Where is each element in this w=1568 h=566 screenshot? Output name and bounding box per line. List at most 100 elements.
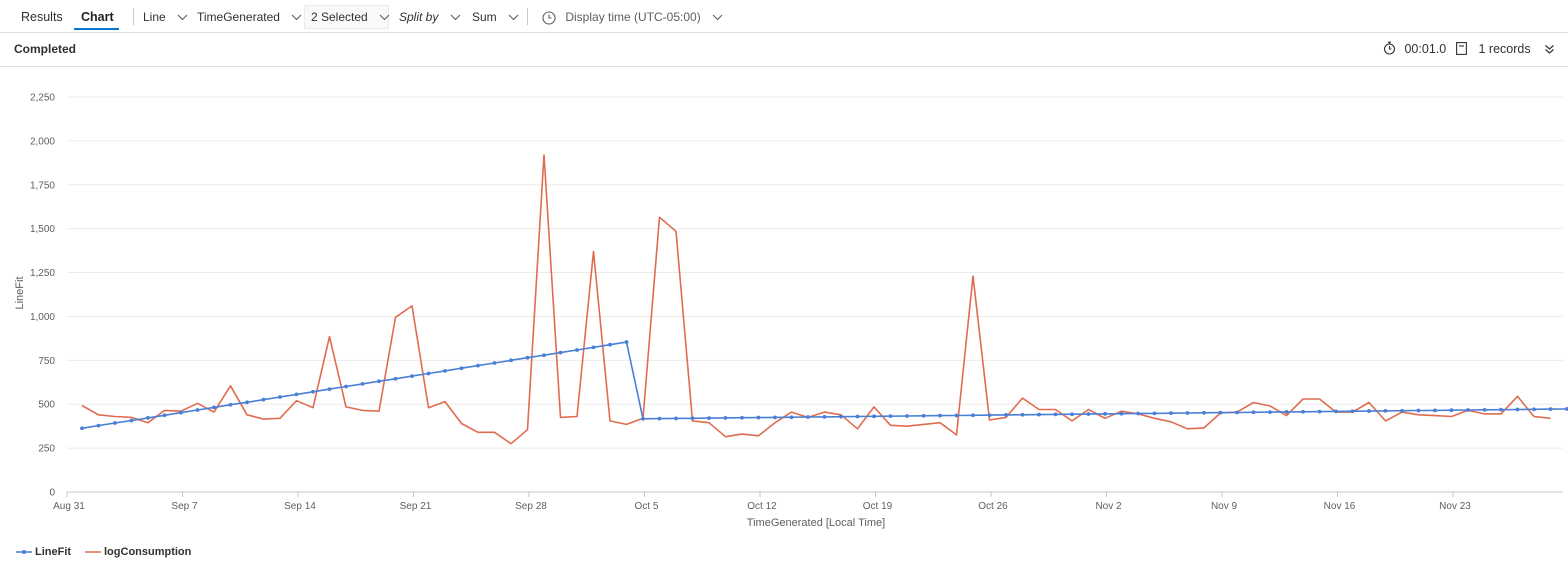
data-point-linefit — [1235, 410, 1239, 415]
tab-chart[interactable]: Chart — [81, 10, 114, 24]
legend-swatch-logconsumption — [85, 551, 101, 553]
data-point-linefit — [608, 342, 612, 347]
y-tick-label: 500 — [38, 400, 55, 411]
data-point-linefit — [129, 418, 134, 423]
tab-results[interactable]: Results — [21, 10, 63, 24]
display-time-dropdown[interactable]: Display time (UTC-05:00) — [542, 0, 723, 32]
aggregation-value: Sum — [472, 10, 497, 24]
duration-value: 00:01.0 — [1404, 42, 1447, 56]
x-column-value: TimeGenerated — [197, 10, 280, 24]
data-point-linefit — [789, 415, 794, 420]
data-point-linefit — [1169, 411, 1173, 416]
data-point-linefit — [740, 415, 744, 420]
data-point-linefit — [542, 353, 546, 358]
query-status: Completed — [14, 42, 77, 56]
data-point-linefit — [1350, 409, 1355, 414]
query-duration: 00:01.0 — [1383, 33, 1446, 65]
data-point-linefit — [1449, 408, 1454, 413]
data-point-linefit — [228, 402, 233, 407]
legend-item-logconsumption[interactable]: logConsumption — [85, 545, 191, 559]
data-point-linefit — [344, 384, 348, 389]
data-point-linefit — [674, 416, 678, 421]
y-tick-label: 1,500 — [30, 224, 55, 235]
data-point-linefit — [245, 400, 249, 405]
legend-label-linefit: LineFit — [35, 546, 72, 558]
x-tick-label: Oct 26 — [978, 501, 1008, 512]
data-point-linefit — [410, 374, 414, 379]
chevron-down-icon — [379, 14, 390, 21]
aggregation-dropdown[interactable]: Sum — [472, 0, 519, 32]
double-chevron-down-icon[interactable] — [1544, 44, 1555, 55]
data-point-linefit — [1185, 411, 1190, 415]
chart-type-dropdown[interactable]: Line — [143, 0, 188, 32]
data-point-linefit — [393, 376, 398, 381]
data-point-linefit — [1037, 412, 1041, 417]
data-point-linefit — [921, 413, 926, 418]
data-point-linefit — [971, 413, 975, 418]
x-tick-label: Oct 12 — [747, 501, 777, 512]
data-point-linefit — [1367, 409, 1371, 413]
data-point-linefit — [1416, 408, 1421, 413]
data-point-linefit — [1400, 408, 1404, 413]
data-point-linefit — [1218, 410, 1223, 415]
split-by-dropdown[interactable]: Split by — [399, 0, 461, 32]
data-point-linefit — [987, 413, 992, 418]
data-point-linefit — [1548, 407, 1553, 412]
x-tick-label: Aug 31 — [53, 501, 85, 512]
y-tick-label: 2,000 — [30, 136, 55, 147]
data-point-linefit — [525, 355, 530, 360]
data-point-linefit — [855, 414, 860, 419]
legend-item-linefit[interactable]: LineFit — [16, 545, 71, 559]
chevron-down-icon — [177, 14, 188, 21]
x-tick-label: Sep 28 — [515, 501, 547, 512]
records-value: 1 records — [1478, 42, 1531, 56]
chart-type-value: Line — [143, 10, 166, 24]
data-point-linefit — [1532, 407, 1536, 412]
data-point-linefit — [1515, 407, 1520, 412]
query-status-bar: Completed 00:01.0 1 records — [0, 33, 1568, 67]
x-tick-label: Oct 5 — [635, 501, 659, 512]
split-by-placeholder: Split by — [399, 10, 439, 24]
chart-toolbar: Results Chart Line TimeGenerated 2 Selec… — [0, 0, 1568, 33]
x-tick-label: Nov 16 — [1324, 501, 1356, 512]
data-point-linefit — [212, 405, 216, 410]
line-chart: 0 250 500 750 1,000 1,250 1,500 1,750 2,000 2,250… — [14, 93, 1568, 529]
data-point-linefit — [1317, 409, 1322, 414]
data-point-linefit — [1152, 411, 1157, 416]
active-tab-indicator — [74, 28, 119, 30]
data-point-linefit — [723, 416, 728, 420]
data-point-linefit — [1499, 407, 1503, 412]
y-columns-dropdown[interactable]: 2 Selected — [311, 0, 390, 32]
data-point-linefit — [1466, 408, 1470, 412]
data-point-linefit — [179, 410, 183, 415]
data-point-linefit — [327, 387, 332, 392]
data-point-linefit — [1004, 413, 1008, 417]
data-point-linefit — [641, 416, 645, 421]
data-point-linefit — [624, 340, 629, 344]
data-point-linefit — [294, 392, 299, 397]
chevron-down-icon — [291, 14, 302, 21]
x-column-dropdown[interactable]: TimeGenerated — [197, 0, 302, 32]
clock-icon — [542, 11, 556, 25]
data-point-linefit — [575, 348, 579, 352]
data-point-linefit — [278, 395, 282, 399]
data-point-linefit — [1383, 408, 1388, 413]
x-tick-label: Nov 23 — [1439, 501, 1471, 512]
data-point-linefit — [1202, 410, 1206, 415]
data-point-linefit — [311, 389, 315, 394]
series-line-logconsumption — [81, 154, 1551, 445]
data-point-linefit — [1119, 411, 1124, 416]
x-tick-label: Sep 14 — [284, 501, 316, 512]
y-axis-label: LineFit — [14, 276, 26, 309]
data-point-linefit — [113, 421, 117, 425]
data-point-linefit — [1020, 412, 1025, 417]
data-point-linefit — [938, 413, 942, 418]
data-point-linefit — [1334, 409, 1338, 414]
data-point-linefit — [1136, 411, 1140, 416]
data-point-linefit — [756, 415, 761, 420]
chevron-down-icon — [450, 14, 461, 21]
data-point-linefit — [80, 426, 84, 431]
y-tick-label: 1,250 — [30, 268, 55, 279]
toolbar-divider — [133, 8, 134, 25]
y-tick-label: 1,000 — [30, 312, 55, 323]
